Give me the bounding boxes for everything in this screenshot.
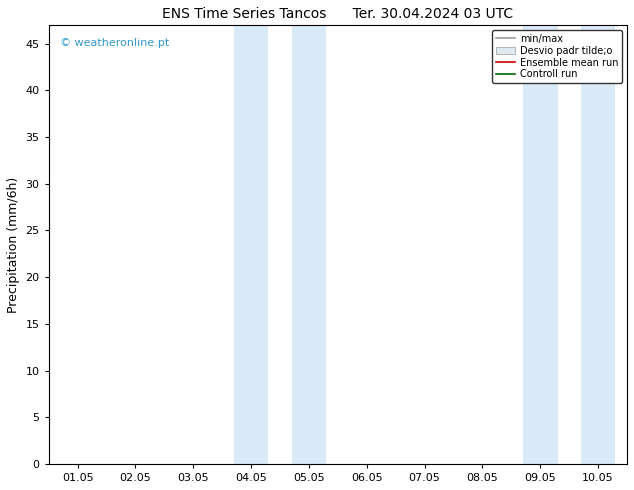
Bar xyxy=(523,25,558,464)
Legend: min/max, Desvio padr tilde;o, Ensemble mean run, Controll run: min/max, Desvio padr tilde;o, Ensemble m… xyxy=(491,30,622,83)
Bar xyxy=(581,25,616,464)
Title: ENS Time Series Tancos      Ter. 30.04.2024 03 UTC: ENS Time Series Tancos Ter. 30.04.2024 0… xyxy=(162,7,514,21)
Bar xyxy=(234,25,268,464)
Text: © weatheronline.pt: © weatheronline.pt xyxy=(60,38,169,48)
Y-axis label: Precipitation (mm/6h): Precipitation (mm/6h) xyxy=(7,176,20,313)
Bar xyxy=(292,25,327,464)
